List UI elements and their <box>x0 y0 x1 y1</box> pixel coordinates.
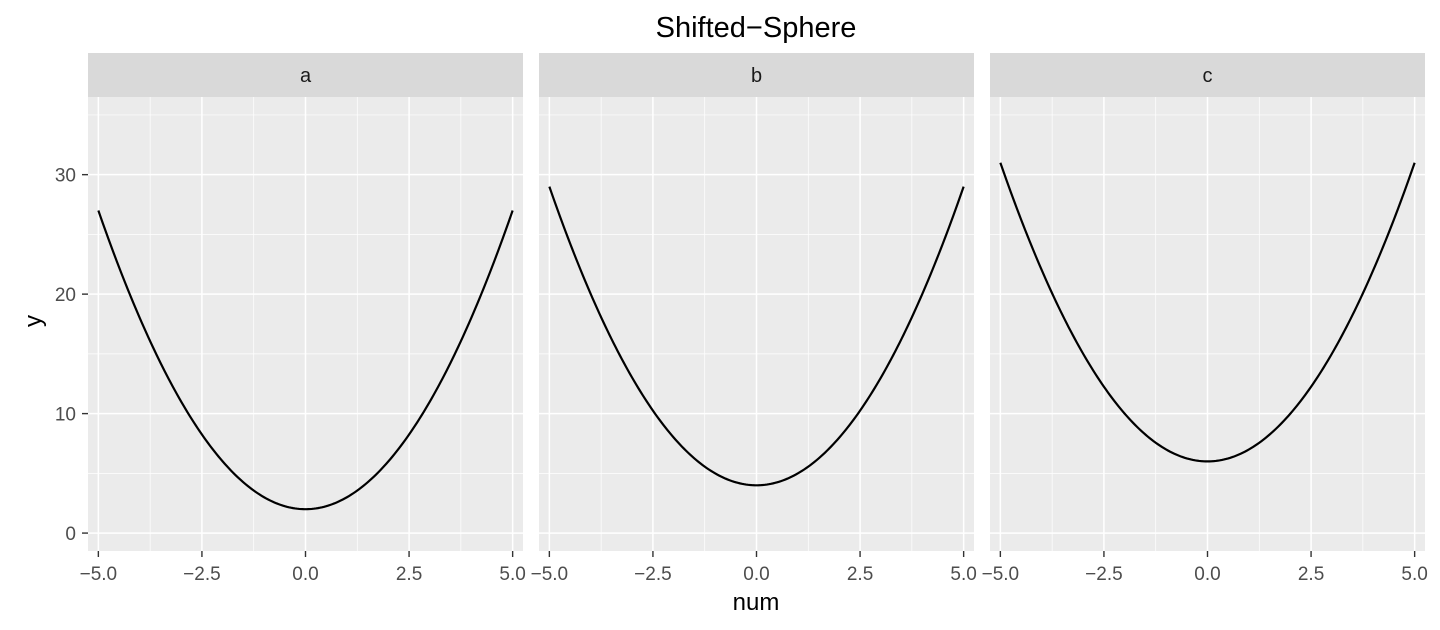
chart-title: Shifted−Sphere <box>656 12 857 44</box>
x-tick-label: −2.5 <box>1085 564 1123 585</box>
x-tick-label: 2.5 <box>1298 564 1324 585</box>
facet-panels: a −5.0 −2.5 0.0 2.5 5.0 b −5.0 −2.5 0.0 2.5 5.0 c −5.… <box>80 53 1428 585</box>
series-line-a <box>97 210 514 511</box>
facet-strip-label: b <box>751 65 762 87</box>
y-tick-label: 30 <box>55 166 76 187</box>
x-tick-label: −5.0 <box>80 564 118 585</box>
y-axis-title: y <box>20 315 47 327</box>
x-tick-label: 0.0 <box>1194 564 1220 585</box>
x-tick-label: 2.5 <box>847 564 873 585</box>
facet-strip <box>88 53 523 97</box>
facet-panel-b: b −5.0 −2.5 0.0 2.5 5.0 <box>531 53 977 585</box>
x-tick-label: 5.0 <box>499 564 525 585</box>
x-tick-label: −2.5 <box>183 564 221 585</box>
series-line-b <box>548 186 965 487</box>
x-tick-label: 0.0 <box>743 564 769 585</box>
facet-panel-a: a −5.0 −2.5 0.0 2.5 5.0 <box>80 53 526 585</box>
x-tick-label: −2.5 <box>634 564 672 585</box>
x-tick-label: 2.5 <box>396 564 422 585</box>
facet-strip <box>539 53 974 97</box>
x-tick-label: 5.0 <box>1401 564 1427 585</box>
facet-strip <box>990 53 1425 97</box>
x-tick-label: −5.0 <box>982 564 1020 585</box>
x-tick-label: 0.0 <box>292 564 318 585</box>
facet-panel-c: c −5.0 −2.5 0.0 2.5 5.0 <box>982 53 1428 585</box>
y-tick-label: 20 <box>55 285 76 306</box>
facet-strip-label: c <box>1203 65 1213 87</box>
x-tick-label: −5.0 <box>531 564 569 585</box>
y-tick-label: 0 <box>65 524 76 545</box>
x-axis-title: num <box>733 589 780 616</box>
y-tick-label: 10 <box>55 405 76 426</box>
series-line-c <box>999 162 1416 463</box>
facet-strip-label: a <box>300 65 312 87</box>
x-tick-label: 5.0 <box>950 564 976 585</box>
y-axis: 0 10 20 30 <box>55 166 88 545</box>
